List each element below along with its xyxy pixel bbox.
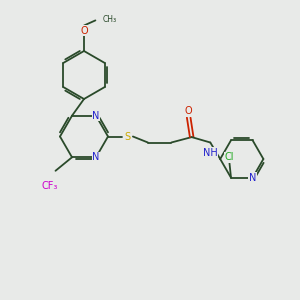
- Text: CF₃: CF₃: [42, 181, 58, 191]
- Text: O: O: [185, 106, 193, 116]
- Text: N: N: [92, 111, 100, 121]
- Text: S: S: [124, 131, 130, 142]
- Text: N: N: [92, 152, 100, 162]
- Text: Cl: Cl: [225, 152, 234, 162]
- Text: N: N: [249, 173, 256, 183]
- Text: CH₃: CH₃: [103, 15, 117, 24]
- Text: NH: NH: [203, 148, 218, 158]
- Text: O: O: [80, 26, 88, 36]
